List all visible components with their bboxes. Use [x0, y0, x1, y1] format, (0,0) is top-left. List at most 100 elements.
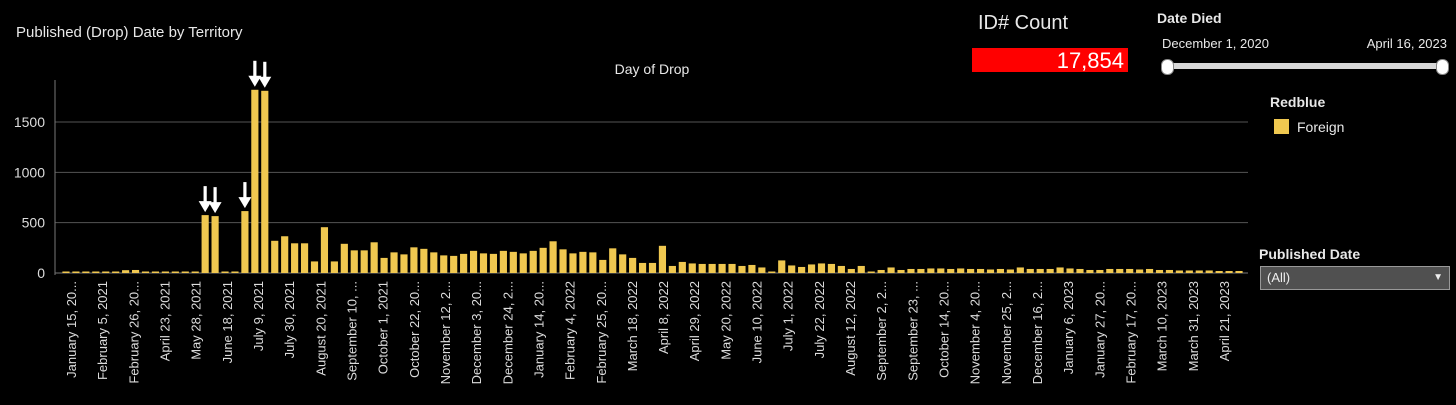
bar[interactable]	[320, 227, 329, 273]
bar[interactable]	[976, 268, 985, 273]
bar[interactable]	[857, 265, 865, 273]
bar[interactable]	[211, 216, 219, 273]
bar[interactable]	[718, 263, 726, 273]
bar[interactable]	[440, 255, 448, 273]
bar[interactable]	[360, 250, 368, 273]
bar[interactable]	[300, 243, 309, 273]
bar[interactable]	[161, 271, 169, 274]
bar[interactable]	[281, 236, 289, 273]
bar[interactable]	[708, 263, 716, 273]
bar[interactable]	[807, 264, 816, 273]
bar[interactable]	[141, 271, 150, 274]
legend-swatch-foreign[interactable]	[1274, 119, 1289, 134]
bar[interactable]	[967, 268, 975, 273]
bar[interactable]	[1026, 268, 1034, 273]
bar[interactable]	[927, 268, 935, 273]
bar[interactable]	[489, 253, 498, 273]
bar[interactable]	[1106, 268, 1114, 273]
bar[interactable]	[330, 261, 338, 273]
legend-label-foreign[interactable]: Foreign	[1297, 119, 1345, 135]
bar[interactable]	[629, 257, 637, 273]
bar[interactable]	[658, 245, 667, 273]
bar[interactable]	[271, 240, 279, 273]
bar[interactable]	[499, 250, 507, 273]
bar[interactable]	[847, 268, 855, 273]
bar[interactable]	[1006, 269, 1014, 273]
bar[interactable]	[460, 253, 468, 273]
bar[interactable]	[798, 266, 806, 273]
bar[interactable]	[122, 270, 130, 273]
bar[interactable]	[748, 264, 756, 273]
bar[interactable]	[350, 250, 358, 273]
bar[interactable]	[380, 257, 388, 273]
bar[interactable]	[758, 267, 766, 273]
bar[interactable]	[1235, 270, 1243, 273]
bar[interactable]	[668, 265, 676, 273]
bar[interactable]	[589, 252, 597, 273]
bar[interactable]	[827, 263, 836, 273]
bar[interactable]	[340, 243, 348, 273]
bar[interactable]	[112, 271, 120, 274]
bar[interactable]	[1016, 267, 1024, 273]
bar[interactable]	[1136, 269, 1144, 273]
bar[interactable]	[907, 268, 915, 273]
bar[interactable]	[996, 268, 1005, 273]
bar[interactable]	[291, 243, 299, 273]
bar[interactable]	[201, 215, 209, 273]
bar[interactable]	[390, 252, 398, 273]
bar[interactable]	[887, 267, 895, 273]
bar[interactable]	[509, 251, 517, 273]
bar[interactable]	[72, 271, 80, 273]
bar[interactable]	[1056, 267, 1064, 273]
bar[interactable]	[768, 271, 776, 273]
bar[interactable]	[400, 254, 408, 273]
bar[interactable]	[619, 254, 627, 273]
bar[interactable]	[728, 263, 736, 273]
bar[interactable]	[1145, 268, 1154, 273]
bar[interactable]	[688, 263, 696, 273]
slider-start-handle[interactable]	[1161, 59, 1174, 75]
bar[interactable]	[1155, 269, 1164, 273]
bar[interactable]	[131, 269, 140, 273]
bar[interactable]	[599, 259, 607, 273]
bar[interactable]	[420, 248, 428, 273]
bar[interactable]	[1225, 270, 1233, 273]
bar[interactable]	[1165, 269, 1174, 273]
bar[interactable]	[62, 271, 70, 274]
bar[interactable]	[569, 253, 577, 273]
published-date-select[interactable]: (All) ▼	[1260, 266, 1450, 290]
bar[interactable]	[937, 268, 945, 273]
bar[interactable]	[817, 263, 826, 273]
bar[interactable]	[410, 247, 418, 273]
bar[interactable]	[1096, 269, 1104, 273]
bar[interactable]	[1185, 270, 1193, 273]
bar[interactable]	[698, 263, 706, 273]
bar[interactable]	[788, 265, 796, 273]
bar[interactable]	[251, 89, 259, 273]
bar[interactable]	[1076, 268, 1084, 273]
bar[interactable]	[579, 251, 587, 273]
bar[interactable]	[1215, 270, 1223, 273]
bar[interactable]	[986, 269, 995, 273]
bar[interactable]	[519, 253, 527, 273]
bar[interactable]	[370, 242, 378, 273]
bar[interactable]	[310, 261, 319, 273]
bar[interactable]	[1116, 268, 1124, 273]
bar[interactable]	[430, 252, 438, 273]
bar[interactable]	[867, 271, 875, 273]
bar[interactable]	[92, 271, 100, 274]
bar[interactable]	[1175, 270, 1183, 273]
bar[interactable]	[469, 250, 478, 273]
bar[interactable]	[678, 261, 686, 273]
bar[interactable]	[181, 271, 189, 274]
date-range-slider[interactable]	[1168, 63, 1442, 69]
bar[interactable]	[539, 247, 547, 273]
bar[interactable]	[1126, 268, 1134, 273]
bar[interactable]	[221, 271, 229, 274]
bar[interactable]	[529, 250, 537, 273]
bar[interactable]	[1086, 269, 1094, 273]
bar[interactable]	[778, 260, 786, 273]
bar[interactable]	[479, 253, 488, 273]
bar[interactable]	[917, 268, 925, 273]
bar[interactable]	[559, 249, 567, 273]
